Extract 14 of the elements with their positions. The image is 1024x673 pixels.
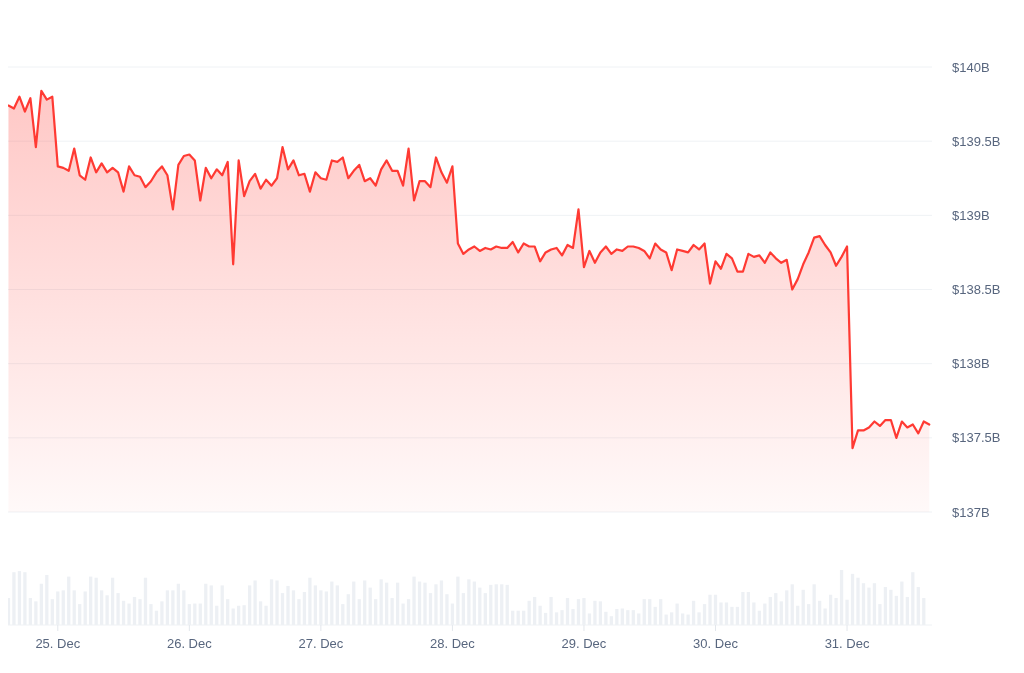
x-tick-label: 28. Dec xyxy=(430,636,476,651)
x-tick-label: 29. Dec xyxy=(561,636,607,651)
y-tick-label: $138B xyxy=(952,356,990,372)
x-tick-label: 26. Dec xyxy=(166,636,213,651)
y-tick-label: $137.5B xyxy=(952,430,1001,446)
y-tick-label: $139.5B xyxy=(952,133,1001,149)
y-tick-label: $140B xyxy=(952,59,990,75)
y-tick-label: $137B xyxy=(952,504,990,520)
y-tick-label: $139B xyxy=(952,207,990,223)
x-tick-label: 25. Dec xyxy=(35,636,81,651)
x-tick-label: 30. Dec xyxy=(693,636,739,651)
x-tick-label: 27. Dec xyxy=(298,636,344,651)
x-tick-label: 31. Dec xyxy=(824,636,870,651)
y-tick-label: $138.5B xyxy=(952,282,1001,298)
